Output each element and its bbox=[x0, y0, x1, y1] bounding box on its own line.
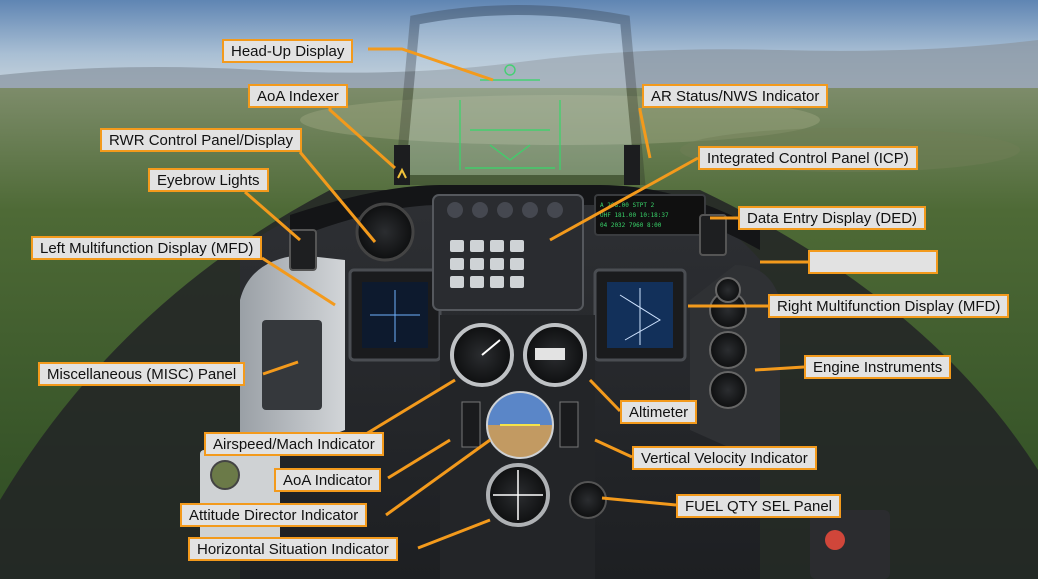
callout-left-mfd: Left Multifunction Display (MFD) bbox=[31, 236, 263, 260]
callout-hud: Head-Up Display bbox=[222, 39, 354, 63]
svg-text:UHF 181.00 10:18:37: UHF 181.00 10:18:37 bbox=[600, 212, 669, 219]
callout-right-mfd: Right Multifunction Display (MFD) bbox=[768, 294, 1010, 318]
callout-misc: Miscellaneous (MISC) Panel bbox=[38, 362, 246, 386]
callout-hsi: Horizontal Situation Indicator bbox=[188, 537, 398, 561]
callout-aoa-indicator: AoA Indicator bbox=[274, 468, 382, 492]
callout-airspeed: Airspeed/Mach Indicator bbox=[204, 432, 384, 456]
callout-engine: Engine Instruments bbox=[804, 355, 952, 379]
callout-fuel: FUEL QTY SEL Panel bbox=[676, 494, 842, 518]
callout-vvi: Vertical Velocity Indicator bbox=[632, 446, 817, 470]
callout-rwr: RWR Control Panel/Display bbox=[100, 128, 302, 152]
callout-icp: Integrated Control Panel (ICP) bbox=[698, 146, 918, 170]
callout-ded: Data Entry Display (DED) bbox=[738, 206, 927, 230]
callout-altimeter: Altimeter bbox=[620, 400, 698, 424]
svg-text:04 2032 7960 8:00: 04 2032 7960 8:00 bbox=[600, 222, 662, 229]
svg-text:A 208.00 STPT 2: A 208.00 STPT 2 bbox=[600, 202, 655, 209]
callout-eyebrow: Eyebrow Lights bbox=[148, 168, 269, 192]
callout-aoa-indexer: AoA Indexer bbox=[248, 84, 348, 108]
callout-adi: Attitude Director Indicator bbox=[180, 503, 368, 527]
callout-ar-status: AR Status/NWS Indicator bbox=[642, 84, 829, 108]
callout-blank bbox=[808, 250, 938, 274]
